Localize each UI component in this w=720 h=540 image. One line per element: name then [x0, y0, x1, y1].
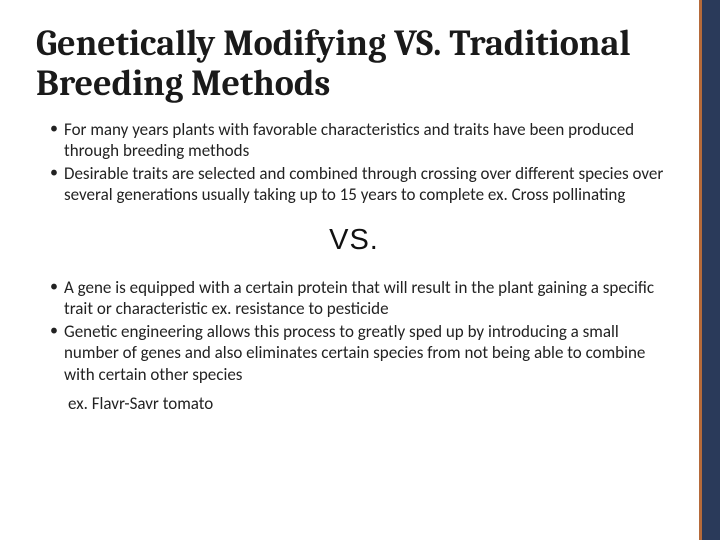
- list-item: Genetic engineering allows this process …: [50, 321, 672, 385]
- list-item: A gene is equipped with a certain protei…: [50, 277, 672, 320]
- list-item: Desirable traits are selected and combin…: [50, 163, 672, 206]
- side-accent-line: [699, 0, 702, 540]
- vs-divider: VS.: [36, 224, 672, 257]
- bottom-bullet-list: A gene is equipped with a certain protei…: [36, 277, 672, 385]
- top-bullet-list: For many years plants with favorable cha…: [36, 119, 672, 206]
- list-item: For many years plants with favorable cha…: [50, 119, 672, 162]
- side-accent-bar: [702, 0, 720, 540]
- example-line: ex. Flavr-Savr tomato: [36, 393, 672, 414]
- slide-content: Genetically Modifying VS. Traditional Br…: [0, 0, 720, 434]
- slide-title: Genetically Modifying VS. Traditional Br…: [36, 24, 672, 105]
